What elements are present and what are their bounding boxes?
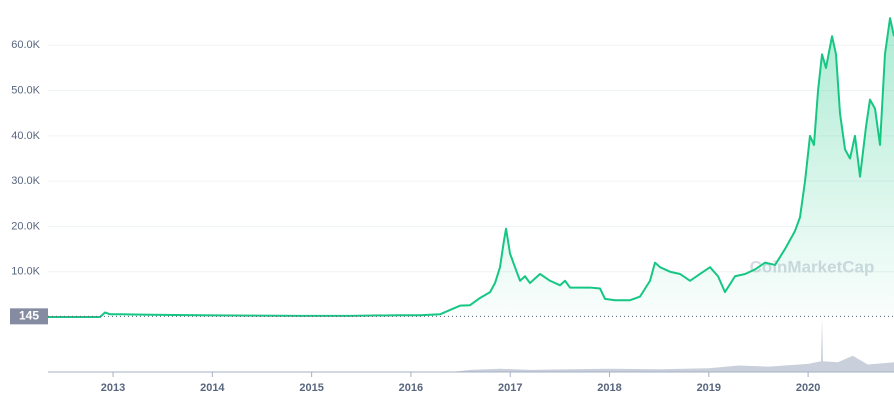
volume-area — [450, 318, 894, 372]
price-marker-badge — [10, 308, 48, 325]
y-tick-label: 40.0K — [11, 130, 40, 142]
x-tick-label: 2020 — [796, 382, 820, 394]
y-tick-label: 10.0K — [11, 266, 40, 278]
x-tick-label: 2015 — [299, 382, 323, 394]
x-tick-label: 2017 — [498, 382, 522, 394]
x-tick-label: 2014 — [200, 382, 225, 394]
y-tick-label: 20.0K — [11, 220, 40, 232]
y-tick-label: 30.0K — [11, 175, 40, 187]
x-tick-label: 2018 — [597, 382, 621, 394]
x-tick-label: 2013 — [101, 382, 125, 394]
price-line — [47, 17, 894, 318]
y-tick-label: 50.0K — [11, 84, 40, 96]
x-tick-label: 2016 — [399, 382, 423, 394]
x-tick-label: 2019 — [697, 382, 721, 394]
price-area — [48, 18, 894, 317]
y-tick-label: 60.0K — [11, 39, 40, 51]
price-marker-label: 145 — [19, 309, 39, 323]
